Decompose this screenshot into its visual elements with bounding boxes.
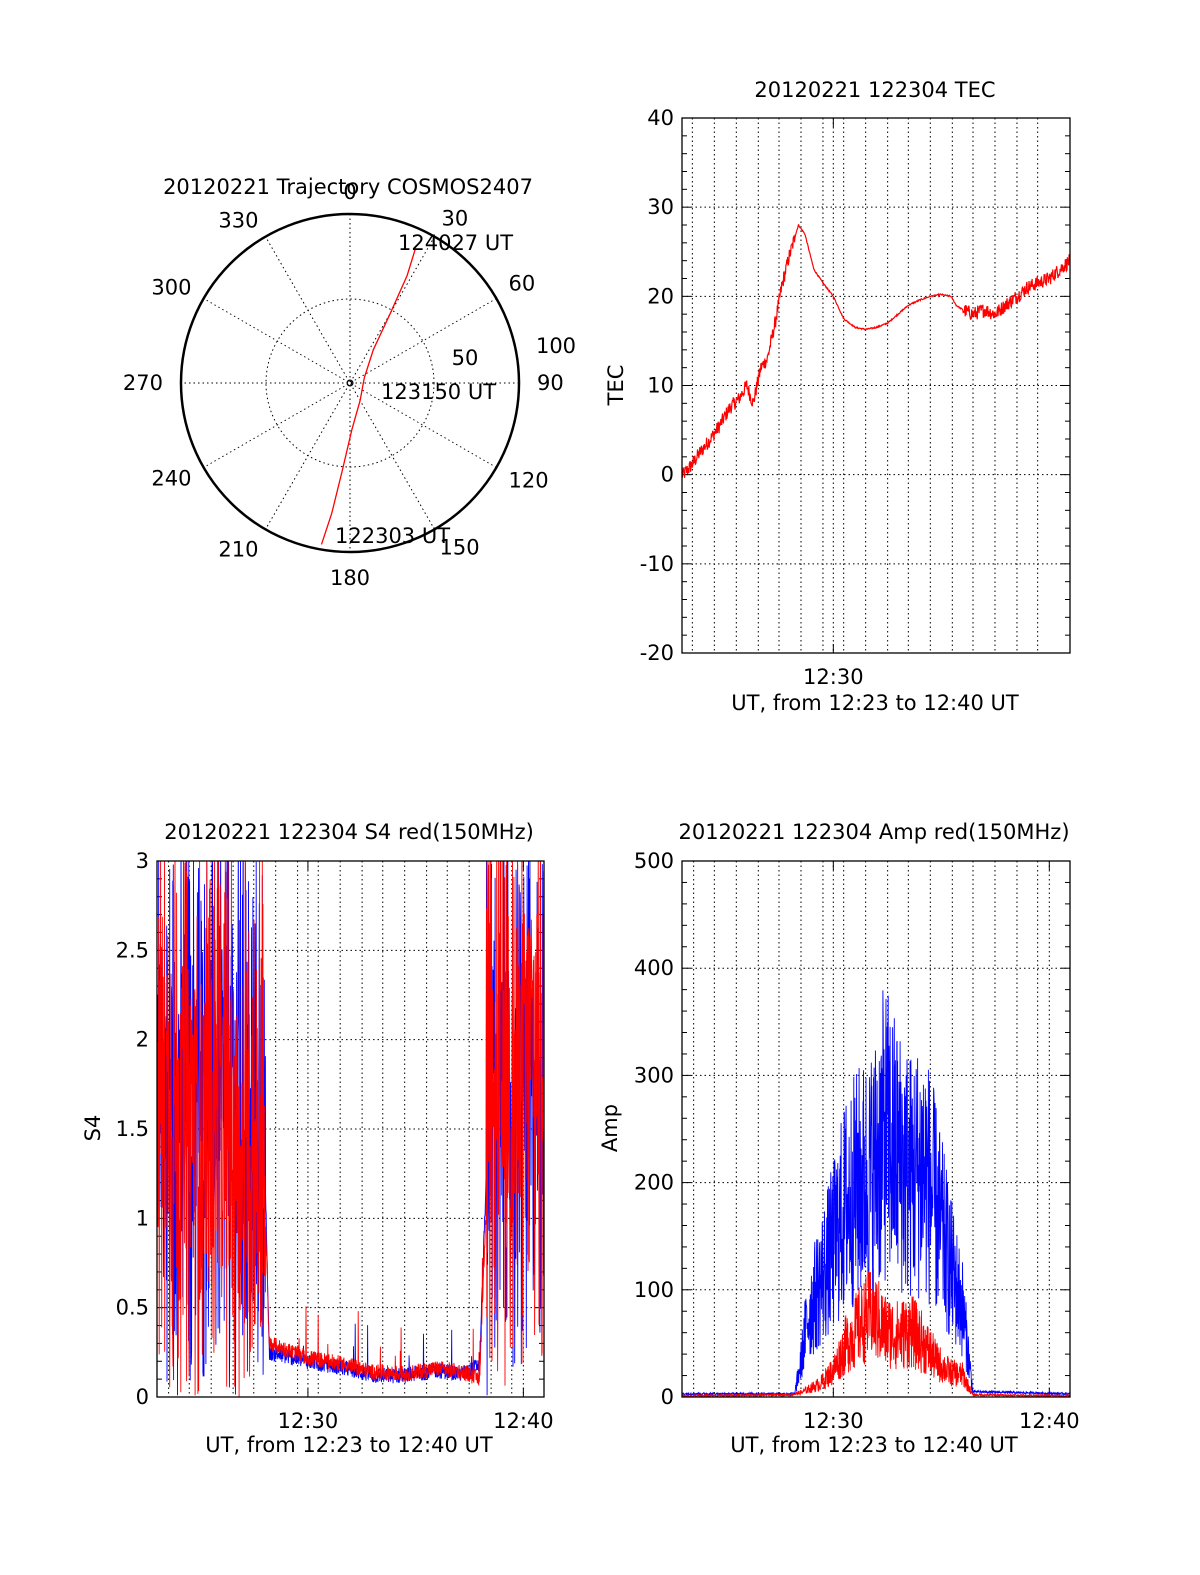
amp-ytick-label: 0 bbox=[661, 1385, 674, 1409]
s4-ytick-label: 1.5 bbox=[116, 1117, 149, 1141]
azimuth-label-60: 60 bbox=[508, 272, 535, 296]
tec-ytick-label: 30 bbox=[647, 195, 674, 219]
amp-ticks: 0 100 200 300 400 500 12:30 12:40 bbox=[634, 849, 1080, 1433]
amp-series bbox=[682, 990, 1070, 1397]
s4-series-line-1 bbox=[157, 861, 544, 1397]
azimuth-label-330: 330 bbox=[218, 209, 258, 233]
s4-ytick-label: 0.5 bbox=[116, 1296, 149, 1320]
tec-xlabel: UT, from 12:23 to 12:40 UT bbox=[731, 691, 1019, 715]
center-marker bbox=[346, 379, 354, 387]
s4-ytick-label: 1 bbox=[136, 1206, 149, 1230]
trajectory-polar-chart: 20120221 Trajectory COSMOS2407 0 30 60 90 12… bbox=[123, 175, 576, 590]
track-start-label: 122303 UT bbox=[335, 524, 450, 548]
tec-plot-frame bbox=[681, 117, 1071, 654]
s4-chart: 20120221 122304 S4 red(150MHz) S4 UT, fr… bbox=[81, 820, 554, 1457]
amp-plot-frame bbox=[681, 860, 1071, 1398]
azimuth-label-120: 120 bbox=[508, 469, 548, 493]
track-mid-label: 123150 UT bbox=[381, 380, 496, 404]
azimuth-label-180: 180 bbox=[330, 566, 370, 590]
s4-ytick-label: 2.5 bbox=[116, 938, 149, 962]
tec-grid bbox=[682, 118, 1070, 653]
tec-ticks: -20 -10 0 10 20 30 40 12:30 bbox=[640, 106, 1070, 689]
azimuth-label-30: 30 bbox=[442, 207, 469, 231]
track-end-label: 124027 UT bbox=[398, 231, 513, 255]
tec-ytick-label: 10 bbox=[647, 374, 674, 398]
tec-ytick-label: 40 bbox=[647, 106, 674, 130]
elevation-label-50: 50 bbox=[452, 346, 479, 370]
azimuth-label-270: 270 bbox=[123, 371, 163, 395]
azimuth-label-300: 300 bbox=[151, 276, 191, 300]
azimuth-spokes bbox=[181, 214, 519, 552]
trajectory-title: 20120221 Trajectory COSMOS2407 bbox=[163, 175, 533, 199]
tec-chart: 20120221 122304 TEC TEC UT, from 12:23 t… bbox=[604, 78, 1071, 715]
s4-ytick-label: 3 bbox=[136, 849, 149, 873]
tec-series-line-0 bbox=[682, 223, 1070, 478]
azimuth-labels: 0 30 60 90 120 150 180 210 240 270 300 330 bbox=[123, 180, 564, 590]
tec-ytick-label: -10 bbox=[640, 552, 674, 576]
amp-ytick-label: 300 bbox=[634, 1063, 674, 1087]
tec-ytick-label: 0 bbox=[661, 463, 674, 487]
s4-xtick-label: 12:40 bbox=[493, 1409, 554, 1433]
s4-xlabel: UT, from 12:23 to 12:40 UT bbox=[205, 1433, 493, 1457]
azimuth-label-210: 210 bbox=[218, 537, 258, 561]
amp-series-line-1 bbox=[682, 1268, 1070, 1397]
tec-xtick-label: 12:30 bbox=[803, 665, 864, 689]
amp-chart: 20120221 122304 Amp red(150MHz) Amp UT, … bbox=[598, 820, 1080, 1457]
amp-xlabel: UT, from 12:23 to 12:40 UT bbox=[730, 1433, 1018, 1457]
elevation-label-100: 100 bbox=[536, 334, 576, 358]
s4-series bbox=[157, 861, 544, 1397]
tec-ylabel: TEC bbox=[604, 365, 628, 407]
s4-ytick-label: 2 bbox=[136, 1028, 149, 1052]
s4-plot-frame bbox=[156, 860, 545, 1398]
s4-ylabel: S4 bbox=[81, 1115, 105, 1142]
s4-title: 20120221 122304 S4 red(150MHz) bbox=[164, 820, 534, 844]
amp-ytick-label: 500 bbox=[634, 849, 674, 873]
tec-ytick-label: 20 bbox=[647, 284, 674, 308]
s4-xtick-label: 12:30 bbox=[278, 1409, 339, 1433]
amp-xtick-label: 12:40 bbox=[1019, 1409, 1080, 1433]
satellite-track-line bbox=[320, 249, 416, 545]
amp-title: 20120221 122304 Amp red(150MHz) bbox=[678, 820, 1069, 844]
amp-ytick-label: 200 bbox=[634, 1171, 674, 1195]
tec-title: 20120221 122304 TEC bbox=[754, 78, 995, 102]
azimuth-label-150: 150 bbox=[440, 535, 480, 559]
azimuth-label-0: 0 bbox=[343, 180, 356, 204]
amp-ylabel: Amp bbox=[598, 1104, 622, 1152]
tec-ytick-label: -20 bbox=[640, 641, 674, 665]
azimuth-label-240: 240 bbox=[151, 467, 191, 491]
amp-ytick-label: 400 bbox=[634, 956, 674, 980]
azimuth-label-90: 90 bbox=[537, 371, 564, 395]
s4-ytick-label: 0 bbox=[136, 1385, 149, 1409]
amp-ytick-label: 100 bbox=[634, 1278, 674, 1302]
amp-xtick-label: 12:30 bbox=[803, 1409, 864, 1433]
tec-series bbox=[682, 223, 1070, 478]
